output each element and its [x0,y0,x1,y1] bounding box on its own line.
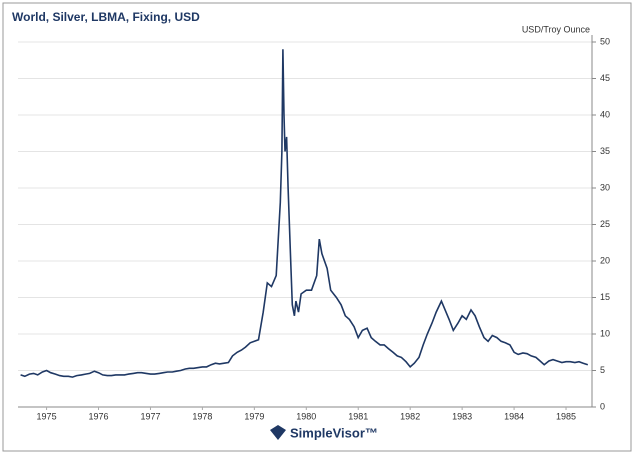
y-tick-label: 10 [600,328,610,338]
x-tick-label: 1978 [192,411,212,421]
x-tick-label: 1980 [296,411,316,421]
x-tick-label: 1976 [89,411,109,421]
y-axis-label: USD/Troy Ounce [522,24,590,34]
y-tick-label: 0 [600,401,605,411]
x-tick-label: 1982 [400,411,420,421]
y-tick-label: 35 [600,146,610,156]
x-tick-label: 1977 [140,411,160,421]
y-tick-label: 15 [600,292,610,302]
y-tick-label: 25 [600,219,610,229]
price-line [20,49,589,378]
chart-title: World, Silver, LBMA, Fixing, USD [12,10,200,24]
frame [2,2,632,452]
x-tick-label: 1985 [556,411,576,421]
y-tick-label: 50 [600,36,610,46]
x-tick-label: 1984 [504,411,524,421]
brand: SimpleVisor™ [290,425,378,440]
y-tick-label: 30 [600,182,610,192]
y-tick-label: 40 [600,109,610,119]
y-tick-label: 45 [600,73,610,83]
logo [270,425,286,440]
y-tick-label: 20 [600,255,610,265]
x-tick-label: 1979 [244,411,264,421]
x-tick-label: 1975 [37,411,57,421]
x-tick-label: 1983 [452,411,472,421]
x-tick-label: 1981 [348,411,368,421]
y-tick-label: 5 [600,365,605,375]
